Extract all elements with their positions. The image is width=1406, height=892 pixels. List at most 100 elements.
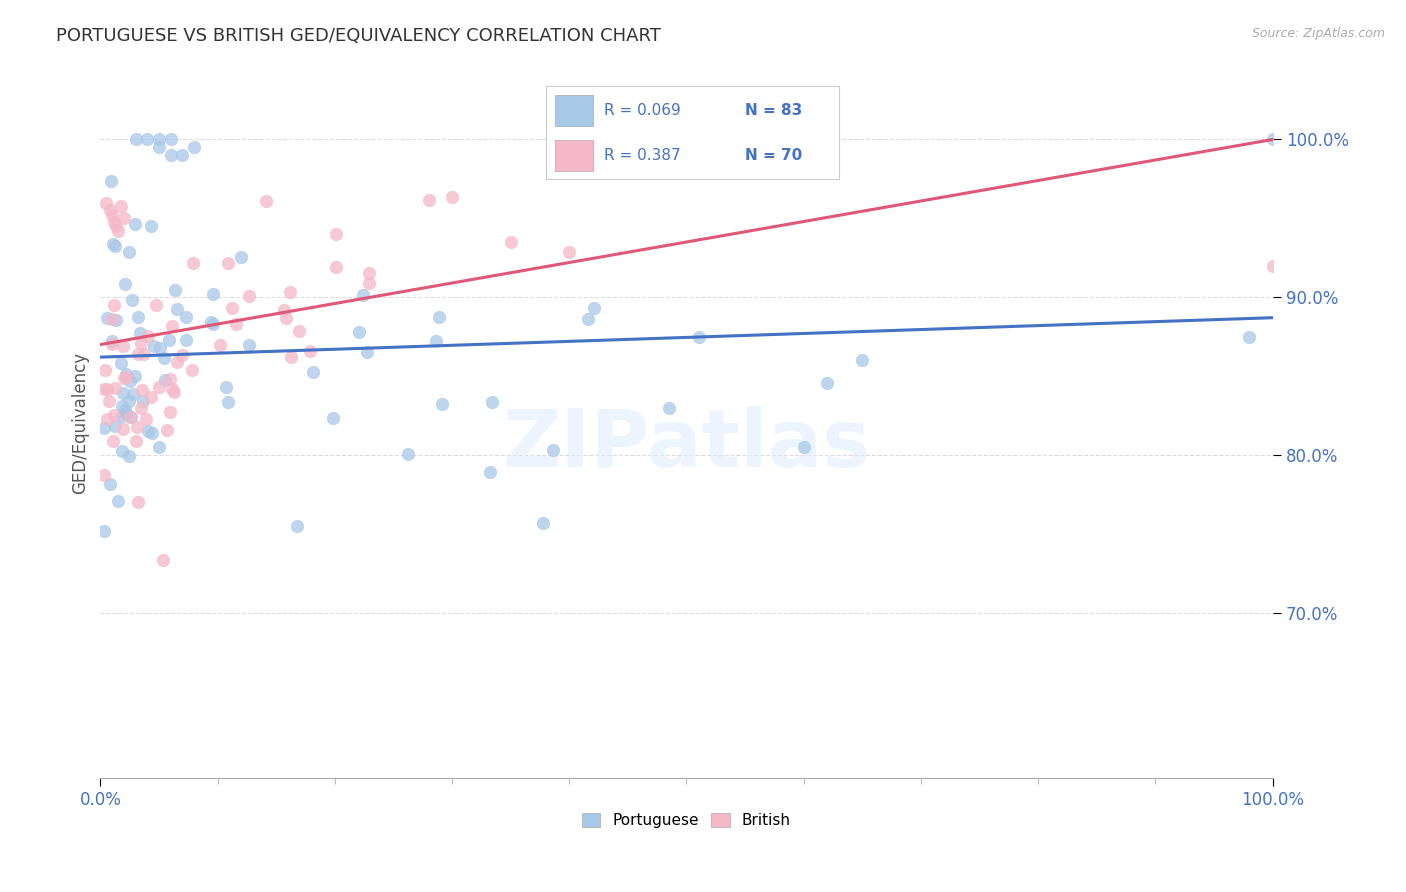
Point <box>430 397 453 411</box>
Point <box>180 363 202 377</box>
Point <box>127 495 149 509</box>
Point <box>352 288 374 302</box>
Point <box>115 406 138 420</box>
Point <box>425 334 447 348</box>
Point <box>111 399 134 413</box>
Point <box>103 214 125 228</box>
Point <box>152 351 174 365</box>
Point <box>121 293 143 308</box>
Point <box>356 344 378 359</box>
Point <box>114 371 136 385</box>
Point <box>142 338 165 352</box>
Point <box>104 239 127 253</box>
Point <box>159 405 181 419</box>
Point <box>96 311 118 326</box>
Point <box>815 376 838 390</box>
Point <box>851 352 873 367</box>
Point <box>141 425 163 440</box>
Point <box>101 337 124 351</box>
Point <box>322 411 344 425</box>
Point <box>152 553 174 567</box>
Point <box>583 301 606 315</box>
Point <box>181 256 204 270</box>
Point <box>111 385 134 400</box>
Y-axis label: GED/Equivalency: GED/Equivalency <box>72 352 89 494</box>
Point <box>157 333 180 347</box>
Point <box>93 524 115 539</box>
Text: ZIPatlas: ZIPatlas <box>502 406 870 483</box>
Point <box>148 441 170 455</box>
Point <box>94 363 117 377</box>
Legend: Portuguese, British: Portuguese, British <box>576 807 797 834</box>
Point <box>217 394 239 409</box>
Point <box>221 301 243 315</box>
Point <box>148 132 170 146</box>
Point <box>93 421 115 435</box>
Point <box>111 339 134 353</box>
Point <box>112 211 135 226</box>
Point <box>159 148 181 162</box>
Point <box>110 355 132 369</box>
Point <box>541 443 564 458</box>
Point <box>101 434 124 449</box>
Point <box>149 341 172 355</box>
Point <box>576 311 599 326</box>
Point <box>357 277 380 291</box>
Point <box>136 132 159 146</box>
Point <box>112 422 135 436</box>
Point <box>1237 329 1260 343</box>
Point <box>174 310 197 325</box>
Point <box>201 317 224 331</box>
Point <box>124 132 146 146</box>
Point <box>481 395 503 409</box>
Point <box>200 315 222 329</box>
Point <box>531 516 554 530</box>
Point <box>103 298 125 312</box>
Point <box>132 393 155 408</box>
Point <box>159 132 181 146</box>
Point <box>299 344 322 359</box>
Point <box>658 401 681 416</box>
Point <box>357 266 380 280</box>
Point <box>111 444 134 458</box>
Point <box>793 440 815 454</box>
Point <box>96 411 118 425</box>
Point <box>107 494 129 508</box>
Point <box>97 393 120 408</box>
Point <box>225 317 247 331</box>
Point <box>117 449 139 463</box>
Point <box>159 371 181 385</box>
Point <box>100 174 122 188</box>
Point <box>325 227 347 241</box>
Point <box>427 310 450 324</box>
Point <box>155 373 177 387</box>
Point <box>217 256 239 270</box>
Point <box>418 193 440 207</box>
Point <box>280 350 302 364</box>
Point <box>278 285 301 299</box>
Point <box>276 310 298 325</box>
Point <box>172 348 194 362</box>
Point <box>118 409 141 424</box>
Point <box>229 250 252 264</box>
Point <box>162 319 184 334</box>
Point <box>254 194 277 209</box>
Point <box>301 365 323 379</box>
Point <box>101 208 124 222</box>
Point <box>96 195 118 210</box>
Point <box>162 382 184 396</box>
Point <box>163 384 186 399</box>
Point <box>209 337 232 351</box>
Point <box>163 283 186 297</box>
Point <box>124 369 146 384</box>
Point <box>125 434 148 448</box>
Point <box>288 324 311 338</box>
Point <box>115 367 138 381</box>
Point <box>129 326 152 340</box>
Point <box>215 380 238 394</box>
Point <box>101 236 124 251</box>
Point <box>131 383 153 397</box>
Point <box>166 302 188 317</box>
Point <box>139 219 162 233</box>
Point <box>134 347 156 361</box>
